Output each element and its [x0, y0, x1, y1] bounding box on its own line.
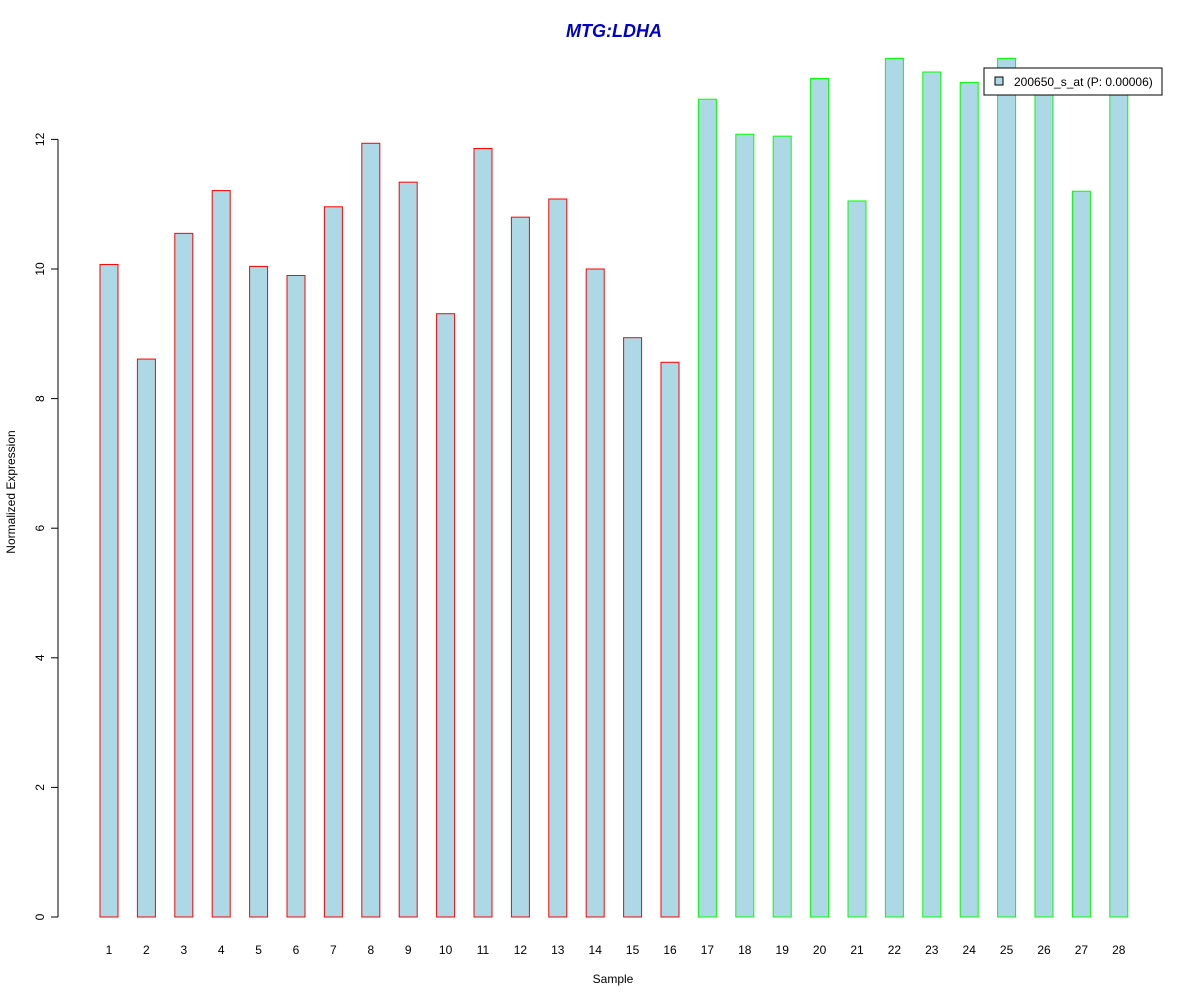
bar-sample-11	[473, 147, 493, 918]
x-tick-label: 12	[514, 943, 528, 957]
x-tick-label: 28	[1112, 943, 1126, 957]
bar-sample-26	[1034, 92, 1054, 918]
x-tick-label: 14	[589, 943, 603, 957]
x-tick-label: 1	[106, 943, 113, 957]
bar-sample-8	[361, 142, 381, 918]
y-tick-label: 2	[33, 784, 47, 791]
bar-sample-23	[922, 71, 942, 918]
bar-sample-10	[436, 313, 456, 918]
bar-sample-16	[660, 361, 680, 918]
chart-title: MTG:LDHA	[566, 21, 662, 41]
x-tick-label: 2	[143, 943, 150, 957]
bar-sample-18	[735, 133, 755, 918]
y-tick-label: 8	[33, 395, 47, 402]
bar-sample-21	[847, 200, 867, 918]
x-tick-label: 3	[180, 943, 187, 957]
bar-sample-1	[99, 263, 119, 918]
legend-swatch	[994, 76, 1004, 86]
x-tick-label: 27	[1075, 943, 1089, 957]
x-tick-label: 7	[330, 943, 337, 957]
y-axis: 0 2 4 6 8 10 12	[33, 132, 59, 920]
x-tick-label: 5	[255, 943, 262, 957]
bar-sample-12	[510, 216, 530, 918]
bar-sample-3	[174, 232, 194, 918]
bar-sample-24	[959, 81, 979, 918]
x-tick-label: 20	[813, 943, 827, 957]
x-tick-label: 18	[738, 943, 752, 957]
y-tick-label: 0	[33, 913, 47, 920]
bar-sample-15	[623, 337, 643, 918]
x-tick-label: 26	[1037, 943, 1051, 957]
legend-box	[983, 67, 1163, 96]
bar-sample-19	[772, 135, 792, 918]
x-tick-label: 13	[551, 943, 565, 957]
bar-sample-27	[1071, 190, 1091, 918]
bar-sample-13	[548, 198, 568, 918]
x-tick-label: 9	[405, 943, 412, 957]
x-tick-label: 23	[925, 943, 939, 957]
bar-sample-20	[810, 77, 830, 918]
x-tick-label: 24	[963, 943, 977, 957]
x-tick-label: 25	[1000, 943, 1014, 957]
legend-label: 200650_s_at (P: 0.00006)	[1014, 75, 1153, 89]
legend: 200650_s_at (P: 0.00006)	[983, 67, 1163, 96]
x-axis-tick-labels: 1 2 3 4 5 6 7 8 9 10 11 12 13 14 15 16 17 18 19 20 21 22 23 24 2…	[106, 943, 1126, 957]
y-tick-label: 4	[33, 654, 47, 661]
bar-sample-2	[136, 358, 156, 918]
bars	[99, 57, 1129, 918]
x-tick-label: 8	[367, 943, 374, 957]
x-tick-label: 6	[293, 943, 300, 957]
x-tick-label: 22	[888, 943, 902, 957]
x-tick-label: 11	[477, 943, 490, 957]
x-tick-label: 10	[439, 943, 453, 957]
x-tick-label: 19	[776, 943, 790, 957]
x-tick-label: 16	[663, 943, 677, 957]
x-axis-title: Sample	[593, 972, 634, 986]
bar-sample-17	[697, 98, 717, 918]
bar-sample-14	[585, 268, 605, 918]
bar-sample-4	[211, 190, 231, 918]
bar-sample-6	[286, 274, 306, 918]
y-tick-label: 10	[33, 262, 47, 276]
x-tick-label: 4	[218, 943, 225, 957]
bar-sample-28	[1109, 89, 1129, 918]
x-tick-label: 21	[850, 943, 864, 957]
y-tick-label: 6	[33, 525, 47, 532]
x-tick-label: 17	[701, 943, 715, 957]
bar-sample-25	[997, 57, 1017, 918]
y-tick-label: 12	[33, 132, 47, 146]
y-axis-title: Normalized Expression	[4, 430, 18, 553]
bar-sample-7	[323, 206, 343, 918]
bar-sample-9	[398, 181, 418, 918]
x-tick-label: 15	[626, 943, 640, 957]
bar-sample-22	[884, 57, 904, 918]
bar-sample-5	[249, 265, 269, 918]
